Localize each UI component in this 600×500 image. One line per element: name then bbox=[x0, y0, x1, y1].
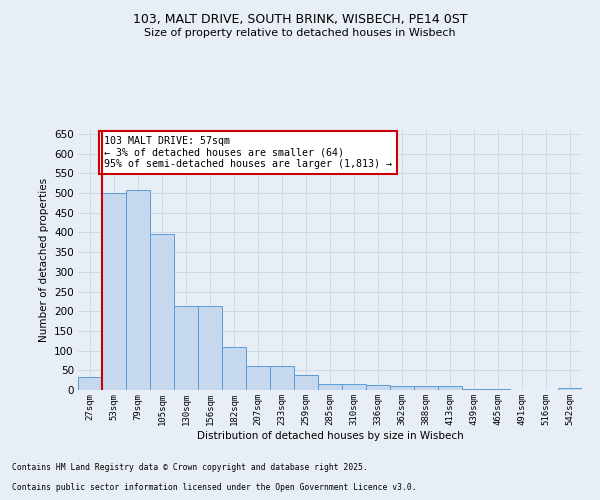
Bar bbox=[438, 386, 462, 390]
Bar bbox=[78, 378, 102, 390]
Text: 103 MALT DRIVE: 57sqm
← 3% of detached houses are smaller (64)
95% of semi-detac: 103 MALT DRIVE: 57sqm ← 3% of detached h… bbox=[104, 136, 392, 169]
Bar bbox=[462, 389, 486, 390]
Bar bbox=[318, 384, 342, 390]
Bar bbox=[390, 386, 414, 390]
Bar bbox=[222, 346, 246, 390]
Bar bbox=[414, 386, 438, 390]
Text: Size of property relative to detached houses in Wisbech: Size of property relative to detached ho… bbox=[144, 28, 456, 38]
Bar bbox=[246, 366, 270, 390]
Bar bbox=[294, 375, 318, 390]
Text: Contains HM Land Registry data © Crown copyright and database right 2025.: Contains HM Land Registry data © Crown c… bbox=[12, 464, 368, 472]
Bar bbox=[366, 386, 390, 390]
Bar bbox=[174, 306, 198, 390]
Y-axis label: Number of detached properties: Number of detached properties bbox=[38, 178, 49, 342]
Bar bbox=[102, 193, 126, 390]
Text: 103, MALT DRIVE, SOUTH BRINK, WISBECH, PE14 0ST: 103, MALT DRIVE, SOUTH BRINK, WISBECH, P… bbox=[133, 12, 467, 26]
X-axis label: Distribution of detached houses by size in Wisbech: Distribution of detached houses by size … bbox=[197, 430, 463, 440]
Bar bbox=[198, 306, 222, 390]
Bar bbox=[150, 234, 174, 390]
Bar bbox=[558, 388, 582, 390]
Bar bbox=[270, 366, 294, 390]
Bar bbox=[486, 389, 510, 390]
Bar bbox=[126, 190, 150, 390]
Bar bbox=[342, 384, 366, 390]
Text: Contains public sector information licensed under the Open Government Licence v3: Contains public sector information licen… bbox=[12, 484, 416, 492]
